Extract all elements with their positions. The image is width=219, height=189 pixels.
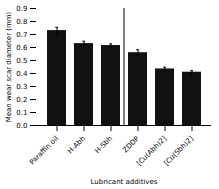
svg-text:H-Sbh: H-Sbh	[93, 135, 114, 156]
svg-text:0.5: 0.5	[16, 57, 27, 65]
svg-text:0.8: 0.8	[16, 18, 27, 26]
svg-text:0.9: 0.9	[16, 5, 27, 13]
svg-text:0.6: 0.6	[16, 44, 28, 52]
svg-text:Paraffin oil: Paraffin oil	[28, 135, 60, 167]
svg-text:0.3: 0.3	[16, 83, 27, 91]
svg-text:0.7: 0.7	[16, 31, 27, 39]
svg-text:0.2: 0.2	[16, 96, 27, 104]
svg-text:ZDDP: ZDDP	[121, 135, 141, 155]
svg-text:0.0: 0.0	[16, 122, 27, 130]
svg-text:Mean wear scar diameter (mm): Mean wear scar diameter (mm)	[5, 11, 13, 122]
svg-text:[Cu(Abh)2]: [Cu(Abh)2]	[135, 134, 168, 168]
svg-text:H-Abh: H-Abh	[66, 135, 87, 156]
svg-text:Lubricant additives: Lubricant additives	[91, 178, 158, 186]
svg-text:0.1: 0.1	[16, 109, 27, 117]
svg-text:0.4: 0.4	[16, 70, 28, 78]
svg-text:[Cu(Sbh)2]: [Cu(Sbh)2]	[162, 134, 195, 167]
